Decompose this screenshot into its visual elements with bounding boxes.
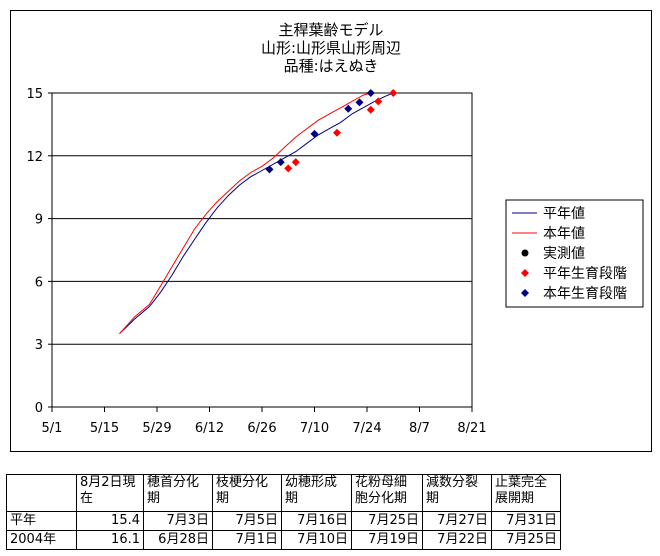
series-line <box>119 92 394 335</box>
stage-marker <box>276 158 285 167</box>
chart-area: 主稈葉齢モデル 山形:山形県山形周辺 品種:はえぬき 0 3 6 9 12 15 5/1 5/… <box>10 10 652 452</box>
stage-marker <box>374 97 383 106</box>
stage-marker <box>333 128 341 137</box>
table-header-cell: 枝梗分化期 <box>212 474 282 512</box>
x-tick-label: 5/1 <box>42 421 63 436</box>
table-cell: 7月27日 <box>422 511 492 531</box>
y-tick-label: 0 <box>35 401 43 416</box>
table-cell: 16.1 <box>76 530 144 550</box>
table-cell: 7月1日 <box>212 530 282 550</box>
table-cell: 7月25日 <box>351 511 423 531</box>
table-row: 2004年 16.1 6月28日 7月1日 7月10日 7月19日 7月22日 7月25日 <box>6 530 561 550</box>
table-cell: 7月22日 <box>422 530 492 550</box>
table-cell: 6月28日 <box>143 530 213 550</box>
y-tick-label: 6 <box>35 275 43 290</box>
y-tick-label: 12 <box>26 150 43 165</box>
stage-marker <box>389 89 398 97</box>
x-tick-label: 5/29 <box>142 421 171 436</box>
stage-marker <box>265 165 274 174</box>
leaf-age-chart: 主稈葉齢モデル 山形:山形県山形周辺 品種:はえぬき 0 3 6 9 12 15 5/1 5/… <box>26 21 644 436</box>
table-cell: 7月25日 <box>491 530 561 550</box>
chart-title-line-1: 主稈葉齢モデル <box>278 21 383 39</box>
table-cell: 7月31日 <box>491 511 561 531</box>
table-header-cell: 減数分裂期 <box>422 474 492 512</box>
x-tick-label: 7/10 <box>300 421 329 436</box>
stage-marker <box>366 105 375 114</box>
legend-label: 本年生育段階 <box>543 286 627 302</box>
series <box>119 89 398 335</box>
stage-marker <box>366 89 375 97</box>
gridlines <box>52 92 472 345</box>
table-cell: 7月16日 <box>281 511 352 531</box>
stage-marker <box>355 98 364 107</box>
legend-label: 平年値 <box>543 206 585 222</box>
stage-marker <box>310 129 319 138</box>
stage-marker <box>344 104 353 113</box>
y-tick-label: 9 <box>35 213 43 228</box>
x-tick-label: 5/15 <box>90 421 119 436</box>
chart-title-line-3: 品種:はえぬき <box>284 57 379 75</box>
legend-label: 本年値 <box>543 226 585 242</box>
legend-box <box>505 199 644 308</box>
table-header-cell: 幼穂形成期 <box>281 474 352 512</box>
table-header-cell <box>6 474 77 512</box>
stage-marker <box>284 164 293 173</box>
legend-label: 実測値 <box>543 246 585 262</box>
table-cell: 7月5日 <box>212 511 282 531</box>
table-header-cell: 花粉母細胞分化期 <box>351 474 423 512</box>
chart-title: 主稈葉齢モデル 山形:山形県山形周辺 品種:はえぬき <box>261 21 401 75</box>
table-cell: 7月3日 <box>143 511 213 531</box>
chart-title-line-2: 山形:山形県山形周辺 <box>261 39 401 57</box>
x-tick-label: 6/12 <box>195 421 224 436</box>
y-tick-label: 3 <box>35 338 43 353</box>
table-cell: 平年 <box>6 511 77 531</box>
table-header-cell: 止葉完全展開期 <box>491 474 561 512</box>
plot-area <box>51 92 473 408</box>
table-header-cell: 穂首分化期 <box>143 474 213 512</box>
legend-diamond-swatch <box>521 269 529 277</box>
stage-marker <box>291 158 300 167</box>
x-tick-label: 8/7 <box>409 421 430 436</box>
x-tick-label: 7/24 <box>352 421 381 436</box>
y-tick-label: 15 <box>26 87 43 102</box>
table-cell: 2004年 <box>6 530 77 550</box>
table-row: 平年 15.4 7月3日 7月5日 7月16日 7月25日 7月27日 7月31日 <box>6 511 561 531</box>
table-header-cell: 8月2日現在 <box>76 474 144 512</box>
x-tick-label: 8/21 <box>457 421 486 436</box>
legend-label: 平年生育段階 <box>543 266 627 282</box>
table-cell: 7月10日 <box>281 530 352 550</box>
table-cell: 7月19日 <box>351 530 423 550</box>
series-line <box>119 92 371 335</box>
legend-diamond-swatch <box>521 289 529 297</box>
legend-circle-swatch <box>521 249 529 257</box>
x-tick-label: 6/26 <box>247 421 276 436</box>
table-cell: 15.4 <box>76 511 144 531</box>
axes: 0 3 6 9 12 15 5/1 5/15 5/29 6/12 6/26 7/10 7/24 8/7 8/… <box>26 87 486 436</box>
table-header-row: 8月2日現在 穂首分化期 枝梗分化期 幼穂形成期 花粉母細胞分化期 減数分裂期 止葉完全展開… <box>6 474 561 512</box>
growth-stage-table: 8月2日現在 穂首分化期 枝梗分化期 幼穂形成期 花粉母細胞分化期 減数分裂期 止葉完全展開… <box>6 474 561 550</box>
